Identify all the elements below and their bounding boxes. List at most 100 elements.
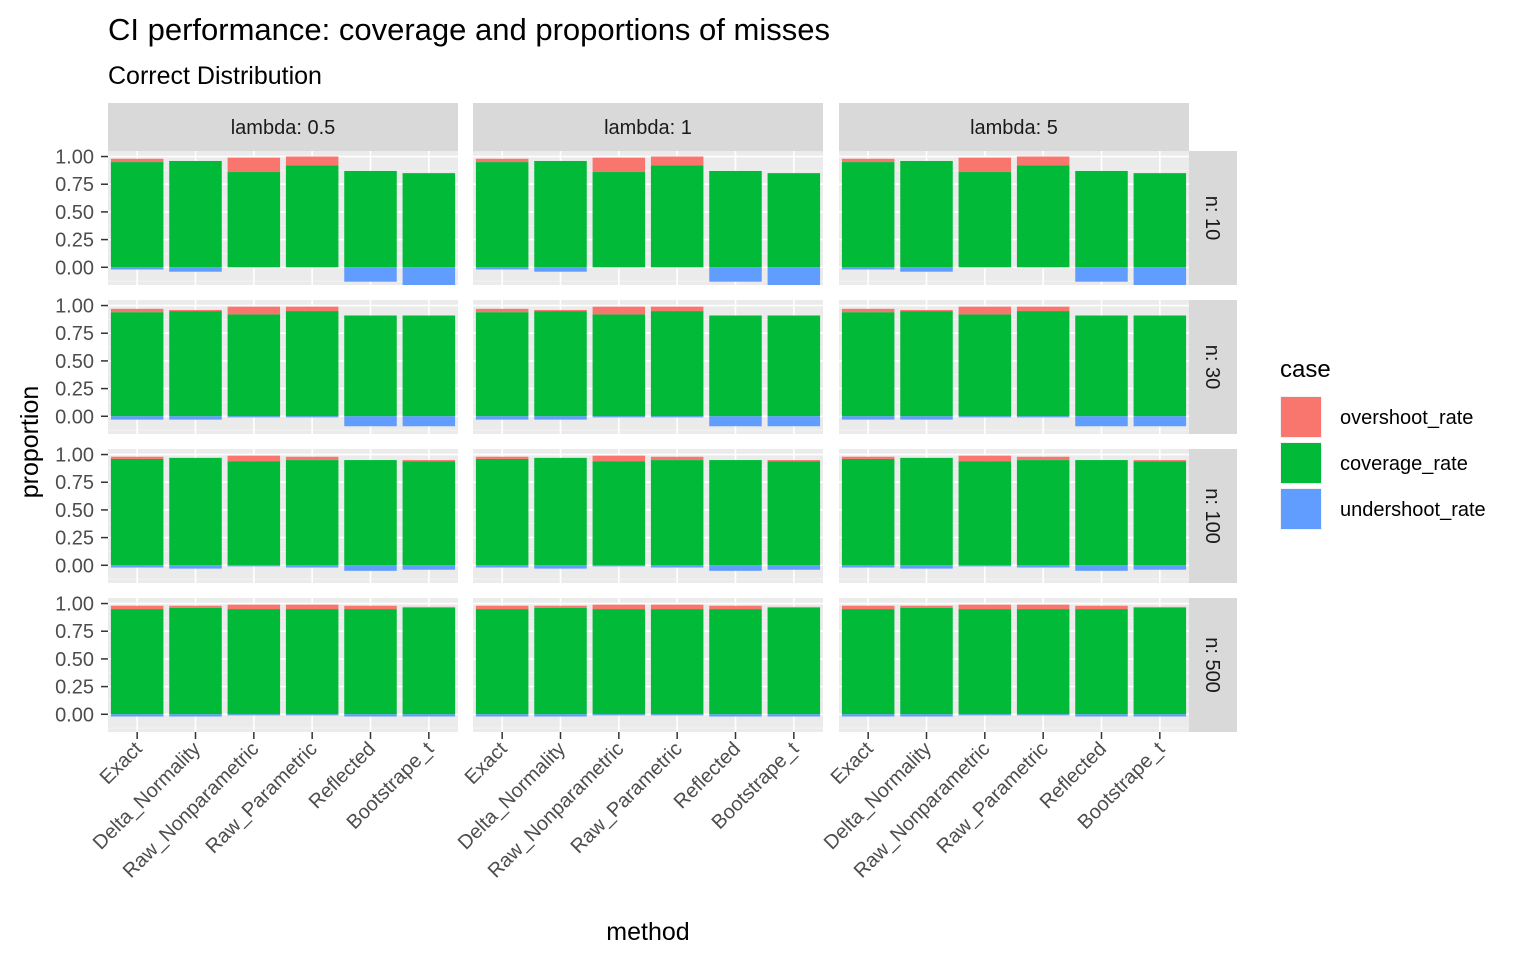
bar-coverage-rate <box>285 609 339 715</box>
bar-overshoot-rate <box>1133 606 1187 608</box>
bar-coverage-rate <box>958 609 1012 715</box>
x-tick-label: Exact <box>96 738 147 789</box>
bar-coverage-rate <box>169 160 222 268</box>
bar-overshoot-rate <box>1016 306 1070 312</box>
bar-coverage-rate <box>285 165 339 268</box>
bar-coverage-rate <box>110 312 164 417</box>
bar-overshoot-rate <box>841 456 895 459</box>
y-tick-label: 0.25 <box>55 379 94 401</box>
panel-background <box>473 449 823 583</box>
x-tick-label: Delta_Normality <box>89 738 205 854</box>
y-tick-label: 1.00 <box>55 594 94 616</box>
bar-undershoot-rate <box>402 416 456 427</box>
bar-overshoot-rate <box>841 605 895 610</box>
y-tick-label: 0.00 <box>55 555 94 577</box>
x-tick-label: Exact <box>461 738 512 789</box>
bar-coverage-rate <box>110 458 164 566</box>
bar-coverage-rate <box>958 461 1012 566</box>
bar-coverage-rate <box>900 457 953 566</box>
bar-overshoot-rate <box>767 606 821 608</box>
bar-coverage-rate <box>592 314 646 417</box>
bar-overshoot-rate <box>900 605 953 608</box>
bar-overshoot-rate <box>650 306 704 312</box>
bar-undershoot-rate <box>1075 267 1128 282</box>
bar-overshoot-rate <box>227 306 281 315</box>
bar-undershoot-rate <box>475 714 529 717</box>
bar-undershoot-rate <box>709 267 762 282</box>
bar-undershoot-rate <box>1133 416 1187 427</box>
bar-overshoot-rate <box>402 606 456 608</box>
bar-undershoot-rate <box>227 714 281 716</box>
facet-strip-column-label: lambda: 0.5 <box>231 117 336 139</box>
panel-background <box>839 449 1189 583</box>
bar-undershoot-rate <box>344 565 397 571</box>
bar-coverage-rate <box>402 173 456 268</box>
bar-coverage-rate <box>169 457 222 566</box>
bar-coverage-rate <box>650 609 704 715</box>
x-tick-label: Delta_Normality <box>454 738 570 854</box>
bar-coverage-rate <box>1133 173 1187 268</box>
bar-overshoot-rate <box>110 308 164 313</box>
bar-undershoot-rate <box>650 565 704 568</box>
y-tick-label: 0.00 <box>55 257 94 279</box>
bar-coverage-rate <box>592 609 646 715</box>
facet-strip-column <box>839 103 1189 151</box>
bar-coverage-rate <box>534 311 587 417</box>
facet-strip-column-label: lambda: 5 <box>970 117 1058 139</box>
bar-coverage-rate <box>475 458 529 566</box>
bar-overshoot-rate <box>534 309 587 312</box>
bar-coverage-rate <box>958 314 1012 417</box>
bar-undershoot-rate <box>110 565 164 568</box>
panel-background <box>108 300 458 434</box>
bar-coverage-rate <box>227 461 281 566</box>
bar-coverage-rate <box>709 460 762 566</box>
bar-overshoot-rate <box>285 456 339 461</box>
bar-coverage-rate <box>767 173 821 268</box>
bar-overshoot-rate <box>650 156 704 166</box>
bar-overshoot-rate <box>958 455 1012 462</box>
bar-overshoot-rate <box>592 157 646 173</box>
legend-key-swatch <box>1281 443 1321 483</box>
bar-overshoot-rate <box>169 605 222 608</box>
bar-undershoot-rate <box>475 565 529 568</box>
facet-strip-column <box>108 103 458 151</box>
bar-coverage-rate <box>169 607 222 715</box>
bar-coverage-rate <box>227 172 281 268</box>
bar-coverage-rate <box>227 314 281 417</box>
bar-coverage-rate <box>285 460 339 566</box>
y-tick-label: 1.00 <box>55 296 94 318</box>
bar-undershoot-rate <box>767 267 821 285</box>
legend: overshoot_rate coverage_rate undershoot_ra… <box>1280 396 1486 530</box>
bar-overshoot-rate <box>285 306 339 312</box>
bar-coverage-rate <box>958 172 1012 268</box>
bar-overshoot-rate <box>475 456 529 459</box>
bar-overshoot-rate <box>1016 604 1070 610</box>
bar-coverage-rate <box>402 607 456 715</box>
panel-background <box>108 449 458 583</box>
bar-coverage-rate <box>1075 460 1128 566</box>
bar-coverage-rate <box>841 609 895 715</box>
bar-coverage-rate <box>1016 311 1070 417</box>
bar-overshoot-rate <box>592 455 646 462</box>
bar-undershoot-rate <box>958 416 1012 418</box>
bar-undershoot-rate <box>110 714 164 717</box>
bar-overshoot-rate <box>958 604 1012 610</box>
bar-coverage-rate <box>650 165 704 268</box>
bar-undershoot-rate <box>344 714 397 717</box>
legend-key-swatch <box>1281 397 1321 437</box>
bar-undershoot-rate <box>958 714 1012 716</box>
facet-strip-row <box>1189 300 1237 434</box>
bar-undershoot-rate <box>709 416 762 427</box>
bar-undershoot-rate <box>1016 565 1070 568</box>
bar-coverage-rate <box>169 311 222 417</box>
y-tick-label: 0.50 <box>55 351 94 373</box>
bar-undershoot-rate <box>900 565 953 569</box>
bar-coverage-rate <box>900 311 953 417</box>
bar-undershoot-rate <box>592 416 646 418</box>
panel-background <box>108 598 458 732</box>
bar-coverage-rate <box>227 609 281 715</box>
bar-coverage-rate <box>534 160 587 268</box>
bar-undershoot-rate <box>475 267 529 270</box>
bar-undershoot-rate <box>592 565 646 567</box>
